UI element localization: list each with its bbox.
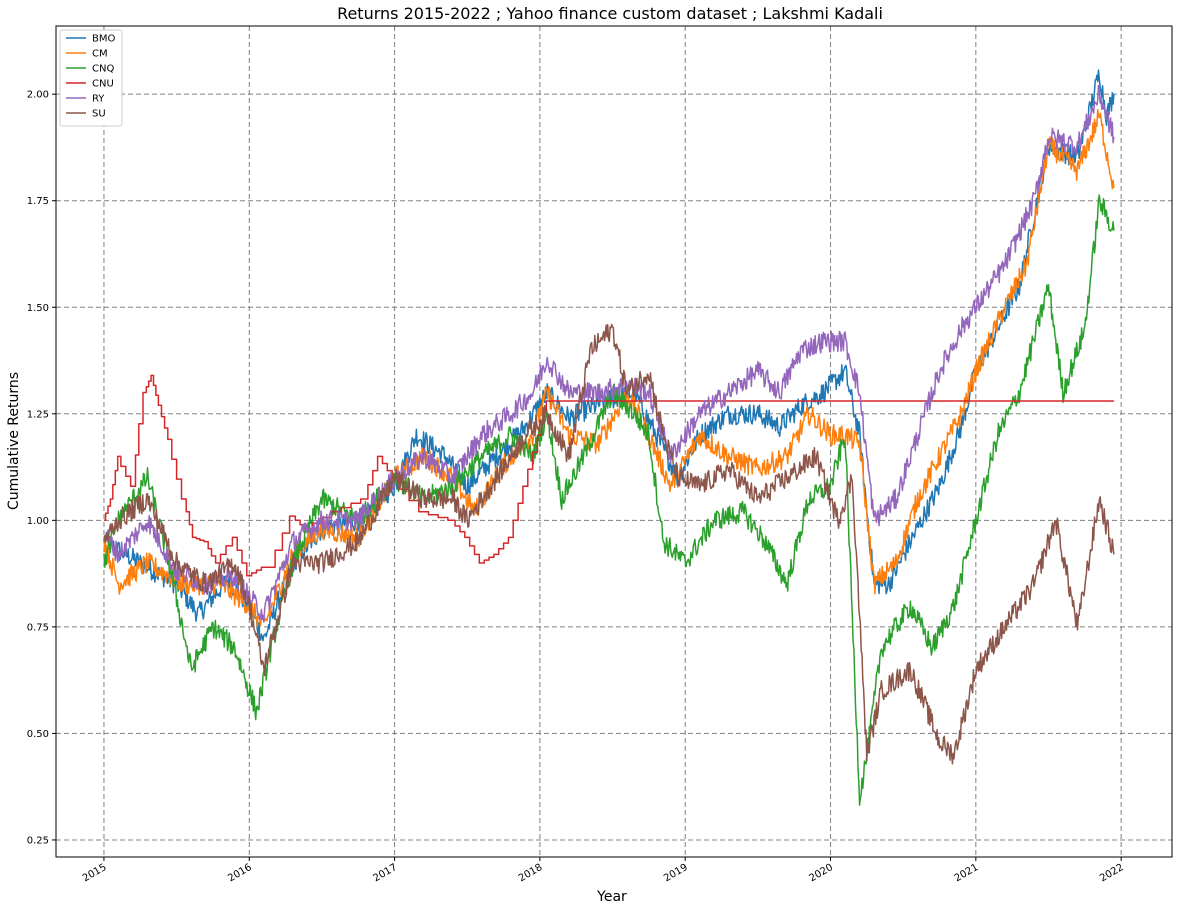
series-line-cnu xyxy=(104,374,1114,577)
legend-box xyxy=(59,29,123,127)
x-tick-label: 2015 xyxy=(81,862,109,884)
series-line-su xyxy=(103,323,1115,765)
legend: BMO CM CNQ CNU RY SU xyxy=(59,29,123,127)
y-tick-label: 2.00 xyxy=(27,90,49,101)
x-tick-label: 2016 xyxy=(226,862,254,884)
x-tick-label: 2019 xyxy=(662,862,690,884)
series-line-bmo xyxy=(103,69,1115,642)
legend-entry: SU xyxy=(92,109,106,120)
series-line-cnq xyxy=(103,194,1115,806)
y-tick-label: 0.25 xyxy=(27,835,49,846)
x-axis-ticks: 2015 2016 2017 2018 2019 2020 2021 2022 xyxy=(81,857,1126,884)
series-line-cm xyxy=(103,108,1115,628)
y-tick-label: 0.50 xyxy=(27,729,49,740)
series-lines xyxy=(103,69,1115,806)
x-axis-label: Year xyxy=(596,889,627,905)
y-axis-label: Cumulative Returns xyxy=(6,372,22,510)
grid-lines xyxy=(56,26,1172,857)
chart-title: Returns 2015-2022 ; Yahoo finance custom… xyxy=(337,4,883,23)
legend-entry: CM xyxy=(92,49,108,60)
series-line-ry xyxy=(103,84,1115,623)
x-tick-label: 2020 xyxy=(807,862,835,884)
x-tick-label: 2021 xyxy=(953,862,981,884)
legend-entry: CNU xyxy=(92,79,114,90)
legend-entry: BMO xyxy=(92,34,115,45)
x-tick-label: 2017 xyxy=(372,862,400,884)
legend-entry: CNQ xyxy=(92,64,114,75)
x-tick-label: 2022 xyxy=(1098,862,1126,884)
y-tick-label: 0.75 xyxy=(27,622,49,633)
y-tick-label: 1.75 xyxy=(27,196,49,207)
legend-entry: RY xyxy=(92,94,105,105)
y-tick-label: 1.00 xyxy=(27,516,49,527)
plot-frame xyxy=(55,25,1173,858)
x-tick-label: 2018 xyxy=(517,862,545,884)
y-tick-label: 1.50 xyxy=(27,303,49,314)
y-tick-label: 1.25 xyxy=(27,409,49,420)
y-axis-ticks: 0.25 0.50 0.75 1.00 1.25 1.50 1.75 2.00 xyxy=(27,90,56,846)
